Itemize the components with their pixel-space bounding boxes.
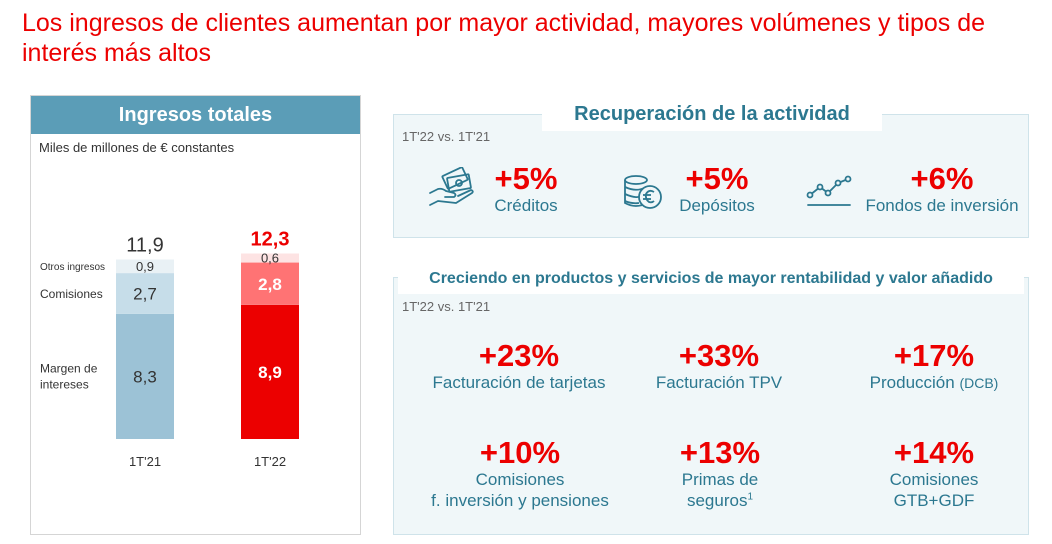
metric-label: Comisiones xyxy=(475,470,565,489)
hand-money-icon xyxy=(428,166,476,214)
bar-segment xyxy=(116,273,174,314)
metric-value: +33% xyxy=(678,338,760,373)
footnote-marker: 1 xyxy=(747,491,754,503)
products-metric-comisiones-gtb: +14% Comisiones GTB+GDF xyxy=(854,437,1014,511)
data-label: 0,9 xyxy=(136,259,154,274)
activity-title: Recuperación de la actividad xyxy=(542,97,882,131)
metric-label-main: seguros xyxy=(686,491,748,510)
metric-value: +14% xyxy=(893,435,975,470)
bar-segment xyxy=(116,259,174,274)
products-box: Creciendo en productos y servicios de ma… xyxy=(393,264,1029,535)
metric-label-main: Producción xyxy=(869,373,955,392)
metric-label-line2: seguros1 xyxy=(650,490,790,511)
metric-value: +13% xyxy=(679,435,761,470)
metric-label: Facturación de tarjetas xyxy=(432,373,606,392)
data-label: 2,8 xyxy=(258,275,282,294)
metric-label: Producción (DCB) xyxy=(844,372,1024,394)
bar-segment xyxy=(116,313,174,439)
metric-label: Créditos xyxy=(494,196,558,215)
activity-metric-fondos: +6% Fondos de inversión xyxy=(858,163,1026,216)
products-metric-comisiones-fondos: +10% Comisiones f. inversión y pensiones xyxy=(410,437,630,511)
metric-value: +23% xyxy=(478,338,560,373)
total-label: 12,3 xyxy=(251,229,290,251)
data-label: 0,6 xyxy=(261,251,279,266)
chart-header: Ingresos totales xyxy=(31,96,360,134)
products-metric-primas: +13% Primas de seguros1 xyxy=(650,437,790,511)
metric-label-line2: f. inversión y pensiones xyxy=(431,491,609,510)
activity-box: Recuperación de la actividad 1T'22 vs. 1… xyxy=(393,97,1029,238)
page-title: Los ingresos de clientes aumentan por ma… xyxy=(22,9,986,67)
series-label: Otros ingresos xyxy=(40,262,105,273)
tick-label: 1T'22 xyxy=(254,454,286,469)
metric-value: +17% xyxy=(893,338,975,373)
metric-value: +6% xyxy=(910,161,974,196)
metric-label-suffix: (DCB) xyxy=(959,375,999,391)
bar-segment xyxy=(241,304,299,439)
bar-segment xyxy=(241,262,299,305)
products-metric-tpv: +33% Facturación TPV xyxy=(634,340,804,393)
metric-label: Depósitos xyxy=(679,196,755,215)
metric-label-line2: GTB+GDF xyxy=(893,491,975,510)
total-label: 11,9 xyxy=(126,235,163,257)
chart-unit-label: Miles de millones de € constantes xyxy=(39,140,235,155)
tick-label: 1T'21 xyxy=(129,454,161,469)
metric-label: Fondos de inversión xyxy=(865,196,1019,215)
activity-metric-depositos: +5% Depósitos xyxy=(662,163,772,216)
data-label: 8,9 xyxy=(258,363,282,382)
line-chart-icon xyxy=(806,175,852,214)
coins-euro-icon xyxy=(622,173,664,218)
activity-period: 1T'22 vs. 1T'21 xyxy=(402,129,491,144)
activity-metric-creditos: +5% Créditos xyxy=(466,163,586,216)
series-label: Comisiones xyxy=(40,287,103,301)
metric-label: Primas de xyxy=(681,470,759,489)
bar-segment xyxy=(241,253,299,263)
series-label: Margen de intereses xyxy=(40,362,98,392)
products-period: 1T'22 vs. 1T'21 xyxy=(402,299,491,314)
metric-label: Facturación TPV xyxy=(655,373,783,392)
stacked-bar-chart: 8,3 2,7 0,9 11,9 1T'21 8,9 2,8 0,612,3 1T'22 Marg… xyxy=(40,229,299,469)
revenue-chart-panel: Ingresos totales Miles de millones de € … xyxy=(30,95,361,535)
metric-value: +10% xyxy=(479,435,561,470)
metric-value: +5% xyxy=(494,161,558,196)
metric-label: Comisiones xyxy=(889,470,979,489)
products-metric-produccion: +17% Producción (DCB) xyxy=(844,340,1024,394)
data-label: 2,7 xyxy=(133,285,157,304)
data-label: 8,3 xyxy=(133,368,157,387)
metric-value: +5% xyxy=(685,161,749,196)
products-title: Creciendo en productos y servicios de ma… xyxy=(398,264,1024,294)
products-metric-tarjetas: +23% Facturación de tarjetas xyxy=(414,340,624,393)
